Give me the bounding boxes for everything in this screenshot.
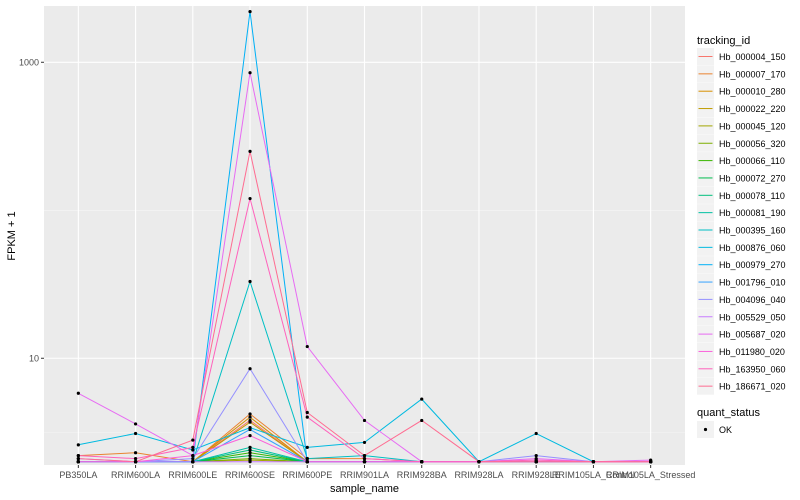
y-tick-label: 10 [29, 353, 39, 363]
legend-label-Hb_000081_190: Hb_000081_190 [719, 208, 786, 218]
series-points [76, 9, 653, 464]
data-point-Hb_011980_020-2 [191, 453, 195, 458]
legend-label-Hb_000056_320: Hb_000056_320 [719, 139, 786, 149]
data-point-Hb_000072_270-3 [248, 453, 252, 458]
data-point-Hb_000395_160-3 [248, 279, 252, 284]
data-point-Hb_000056_320-3 [248, 456, 252, 461]
x-tick-label: RRIM600SE [225, 470, 275, 480]
legend-label-Hb_000078_110: Hb_000078_110 [719, 191, 785, 201]
y-axis-title: FPKM + 1 [6, 211, 18, 260]
x-tick-label: RRIM600LE [168, 470, 217, 480]
x-tick-label: RRIM928BA [397, 470, 447, 480]
legend-label-Hb_000010_280: Hb_000010_280 [719, 87, 786, 97]
data-point-Hb_001796_010-3 [248, 427, 252, 432]
legend-label-Hb_001796_010: Hb_001796_010 [719, 278, 786, 288]
data-point-Hb_163950_060-6 [420, 460, 424, 464]
legend-label-Hb_000876_060: Hb_000876_060 [719, 243, 786, 253]
legend-items: Hb_000004_150 Hb_000007_170 Hb_000010_280 H… [697, 48, 786, 395]
data-point-Hb_005529_050-3 [248, 460, 252, 464]
legend-label-Hb_000045_120: Hb_000045_120 [719, 121, 786, 131]
x-tick-label: PB350LA [59, 470, 97, 480]
data-point-Hb_163950_060-2 [191, 445, 195, 449]
data-point-Hb_186671_020-8 [534, 460, 538, 464]
data-point-Hb_000022_220-3 [248, 420, 252, 424]
data-point-Hb_000876_060-5 [362, 440, 367, 445]
legend: tracking_id Hb_000004_150Hb_000007_170Hb… [697, 35, 786, 438]
legend-label-Hb_000022_220: Hb_000022_220 [719, 104, 786, 114]
x-axis-ticks: PB350LA RRIM600LA RRIM600LE RRIM600SE RRIM60… [59, 465, 695, 480]
y-axis-ticks: 10 1000 [19, 57, 44, 363]
legend-label-Hb_000004_150: Hb_000004_150 [719, 52, 786, 62]
data-point-Hb_005687_020-4 [305, 344, 309, 349]
legend-label-Hb_000066_110: Hb_000066_110 [719, 156, 785, 166]
data-point-Hb_186671_020-6 [420, 418, 424, 423]
data-point-Hb_186671_020-5 [362, 453, 367, 458]
data-point-Hb_186671_020-7 [477, 460, 481, 464]
data-point-Hb_000876_060-8 [534, 431, 538, 436]
legend-label-Hb_000007_170: Hb_000007_170 [719, 69, 786, 79]
data-point-Hb_011980_020-3 [248, 434, 252, 438]
data-point-Hb_000876_060-0 [76, 443, 80, 447]
x-tick-label: RRIM105LA_Control [552, 470, 635, 480]
x-tick-label: RRIM600PE [282, 470, 332, 480]
legend-label-Hb_004096_040: Hb_004096_040 [719, 295, 786, 305]
data-point-Hb_186671_020-0 [76, 456, 80, 461]
data-point-Hb_000876_060-1 [133, 431, 138, 436]
x-tick-label: RRIM105LA_Stressed [606, 470, 696, 480]
data-point-Hb_186671_020-4 [305, 410, 309, 415]
data-point-Hb_011980_020-5 [362, 460, 367, 464]
data-point-Hb_186671_020-2 [191, 438, 195, 442]
data-point-Hb_163950_060-0 [76, 453, 80, 458]
data-point-Hb_005687_020-0 [76, 391, 80, 395]
data-point-Hb_000007_170-3 [248, 412, 252, 416]
x-tick-label: RRIM928LE [512, 470, 561, 480]
data-point-Hb_011980_020-4 [305, 460, 309, 464]
data-point-Hb_005529_050-2 [191, 460, 195, 464]
data-point-Hb_000066_110-3 [248, 451, 252, 455]
data-point-Hb_186671_020-1 [133, 460, 138, 464]
data-point-Hb_000876_060-4 [305, 445, 309, 449]
data-point-Hb_000876_060-6 [420, 397, 424, 401]
legend-label-Hb_000072_270: Hb_000072_270 [719, 173, 786, 183]
data-point-Hb_000979_270-3 [248, 9, 252, 14]
data-point-Hb_005687_020-1 [133, 422, 138, 426]
data-point-Hb_000081_190-3 [248, 445, 252, 449]
x-tick-label: RRIM928LA [454, 470, 503, 480]
data-point-Hb_163950_060-4 [305, 415, 309, 419]
data-point-Hb_005687_020-5 [362, 418, 367, 423]
data-point-Hb_000395_160-4 [305, 456, 309, 461]
data-point-Hb_186671_020-10 [649, 460, 653, 464]
legend-label-Hb_005529_050: Hb_005529_050 [719, 312, 786, 322]
grid-major [44, 6, 685, 465]
data-point-Hb_186671_020-9 [591, 460, 596, 464]
data-point-Hb_000078_110-3 [248, 448, 252, 452]
data-point-Hb_004096_040-2 [191, 456, 195, 461]
y-tick-label: 1000 [19, 57, 39, 67]
data-point-Hb_000876_060-2 [191, 448, 195, 452]
legend-status-label: OK [719, 425, 732, 435]
legend-status-title: quant_status [697, 407, 760, 419]
data-point-Hb_000007_170-1 [133, 451, 138, 455]
data-point-Hb_004096_040-3 [248, 367, 252, 371]
legend-label-Hb_000395_160: Hb_000395_160 [719, 226, 786, 236]
legend-label-Hb_186671_020: Hb_186671_020 [719, 382, 786, 392]
data-point-Hb_011980_020-0 [76, 460, 80, 464]
x-axis-title: sample_name [330, 483, 399, 495]
data-point-Hb_004096_040-8 [534, 453, 538, 458]
legend-title: tracking_id [697, 35, 750, 47]
data-point-Hb_000010_280-3 [248, 415, 252, 419]
data-point-Hb_163950_060-1 [133, 456, 138, 461]
data-point-Hb_163950_060-3 [248, 196, 252, 201]
data-point-Hb_163950_060-5 [362, 456, 367, 461]
x-tick-label: RRIM901LA [340, 470, 389, 480]
legend-label-Hb_005687_020: Hb_005687_020 [719, 330, 786, 340]
legend-label-Hb_011980_020: Hb_011980_020 [719, 347, 785, 357]
data-point-Hb_005687_020-3 [248, 71, 252, 75]
legend-status-marker [703, 427, 708, 432]
legend-label-Hb_163950_060: Hb_163950_060 [719, 364, 786, 374]
data-point-Hb_186671_020-3 [248, 149, 252, 153]
x-tick-label: RRIM600LA [111, 470, 160, 480]
legend-label-Hb_000979_270: Hb_000979_270 [719, 260, 786, 270]
